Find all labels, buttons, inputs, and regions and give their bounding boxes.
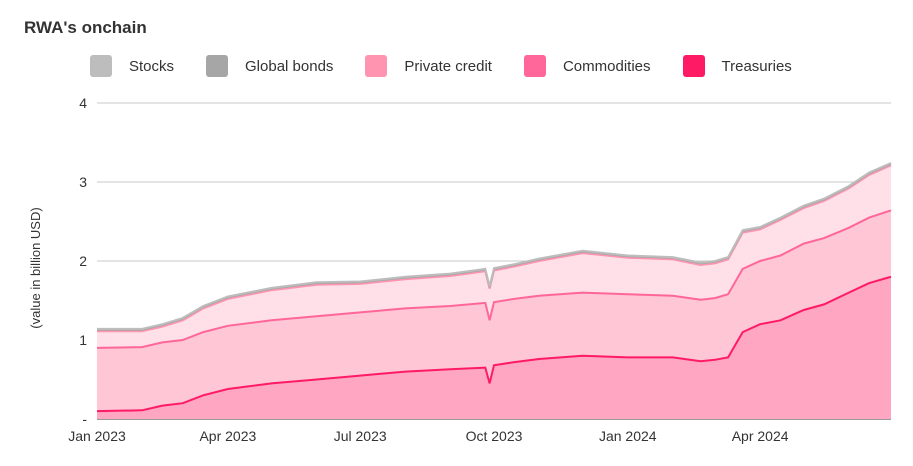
chart-title: RWA's onchain (24, 18, 147, 37)
legend-item-treasuries[interactable]: Treasuries (682, 55, 792, 77)
legend-item-stocks[interactable]: Stocks (90, 55, 174, 77)
y-tick-label: - (82, 411, 87, 427)
legend-label-global-bonds: Global bonds (245, 57, 334, 75)
line-stocks (97, 162, 892, 330)
legend-swatch-global-bonds (206, 55, 229, 77)
legend-swatch-commodities (523, 55, 546, 77)
line-private-credit (97, 164, 892, 333)
legend-item-commodities[interactable]: Commodities (523, 55, 651, 77)
line-commodities (96, 209, 892, 349)
x-tick-label: Jul 2023 (334, 428, 387, 444)
x-tick-label: Jan 2024 (599, 428, 657, 444)
legend-label-stocks: Stocks (129, 57, 175, 75)
area-treasuries (97, 276, 891, 419)
x-tick-label: Apr 2024 (732, 428, 789, 444)
plot-areas (97, 163, 891, 419)
legend: Stocks Global bonds Private credit Commo… (90, 55, 824, 77)
legend-label-private-credit: Private credit (404, 57, 492, 75)
line-treasuries (96, 275, 892, 413)
x-tick-label: Apr 2023 (199, 428, 256, 444)
legend-item-private-credit[interactable]: Private credit (365, 55, 492, 77)
y-tick-label: 1 (79, 332, 87, 348)
legend-item-global-bonds[interactable]: Global bonds (206, 55, 333, 77)
legend-label-commodities: Commodities (562, 57, 651, 75)
plot-lines (96, 162, 892, 413)
x-tick-label: Jan 2023 (68, 428, 126, 444)
legend-swatch-treasuries (682, 55, 705, 77)
y-tick-label: 3 (79, 174, 87, 190)
legend-swatch-stocks (90, 55, 112, 77)
legend-swatch-private-credit (365, 55, 388, 77)
y-tick-label: 4 (79, 95, 87, 111)
axes: - 1 2 3 4 Jan 2023 Apr 2023 Jul 2023 Oct 2023 Jan… (68, 95, 789, 444)
legend-label-treasuries: Treasuries (721, 57, 792, 75)
area-private-credit (97, 165, 891, 348)
y-axis-label: (value in billion USD) (28, 207, 43, 328)
area-commodities (97, 210, 891, 412)
x-tick-label: Oct 2023 (466, 428, 523, 444)
y-tick-label: 2 (79, 253, 87, 269)
